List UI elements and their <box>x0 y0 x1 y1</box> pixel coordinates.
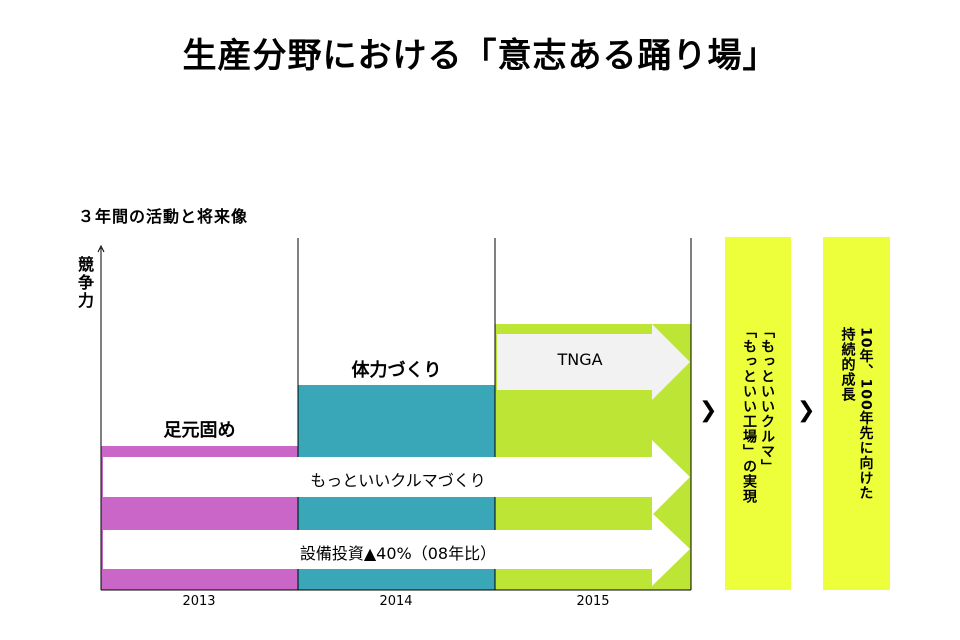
result-box-2: 10年、100年先に向けた 持続的成長 <box>823 237 890 590</box>
year-2014: 2014 <box>379 594 413 609</box>
chevron-right-icon: ❯ <box>699 398 718 423</box>
capex-arrow <box>103 513 690 586</box>
motto-label: もっといいクルマづくり <box>310 471 486 490</box>
result-box-2-text: 10年、100年先に向けた 持続的成長 <box>839 326 874 501</box>
year-2015: 2015 <box>576 594 610 609</box>
result-box-1: 「もっといいクルマ」 「もっといい工場」の実現 <box>725 237 791 590</box>
result-box-1-text: 「もっといいクルマ」 「もっといい工場」の実現 <box>741 323 775 504</box>
y-axis-label: 競争力 <box>75 256 94 310</box>
page-title: 生産分野における「意志ある踊り場」 <box>182 36 778 76</box>
year-2013: 2013 <box>182 594 216 609</box>
column-2013-label: 足元固め <box>163 420 236 441</box>
column-2014-label: 体力づくり <box>351 360 442 381</box>
chevron-right-icon: ❯ <box>797 398 816 423</box>
capex-label: 設備投資▲40%（08年比） <box>299 544 497 563</box>
tnga-arrow <box>497 324 690 400</box>
tnga-label: TNGA <box>557 350 603 369</box>
y-axis-arrowhead <box>97 244 105 253</box>
motto-arrow <box>103 440 690 515</box>
diagram-subtitle: ３年間の活動と将来像 <box>78 207 249 226</box>
